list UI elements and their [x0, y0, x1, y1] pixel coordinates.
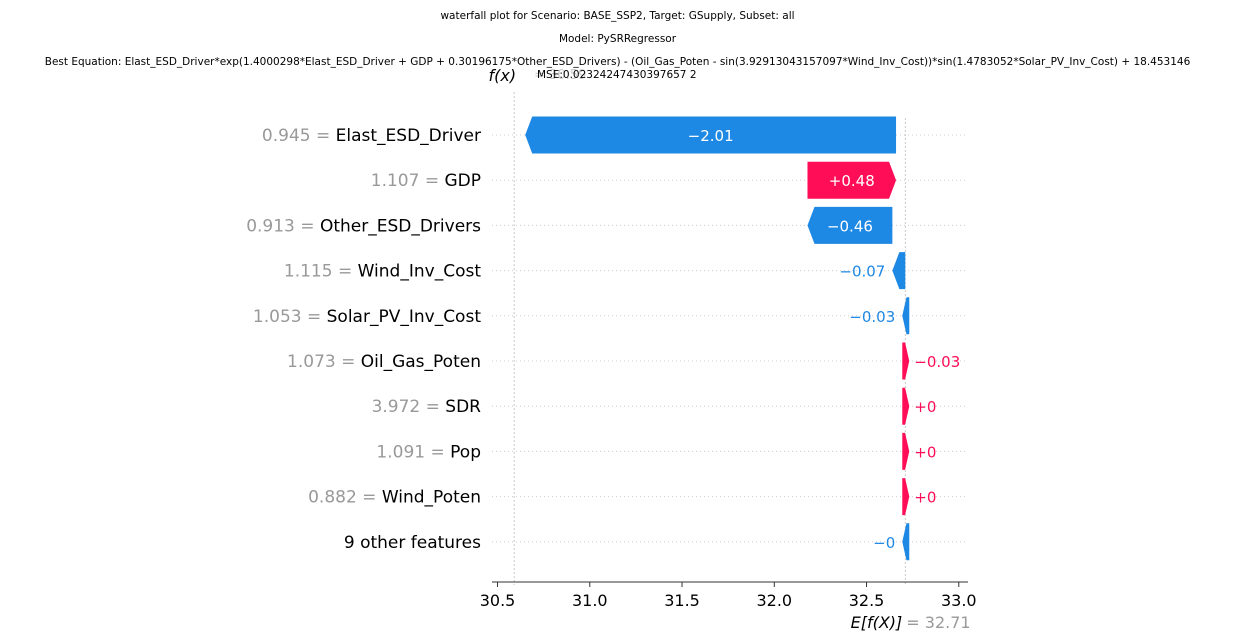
feature-label: 1.107 = GDP: [371, 171, 481, 191]
feature-label: 0.882 = Wind_Poten: [308, 488, 481, 508]
x-tick-label: 31.0: [572, 591, 608, 610]
bar-positive: [902, 387, 910, 425]
x-tick-label: 33.0: [941, 591, 977, 610]
x-tick-label: 30.5: [480, 591, 516, 610]
x-tick-label: 32.0: [756, 591, 792, 610]
x-tick-label: 32.5: [849, 591, 885, 610]
contribution-label: +0: [914, 489, 936, 507]
contribution-label: −0.03: [849, 308, 895, 326]
bar-negative: [807, 206, 893, 244]
feature-label: 1.091 = Pop: [376, 442, 481, 462]
bar-positive: [807, 161, 897, 199]
mse-label: MSE:0.02324247430397657 2: [537, 69, 697, 81]
contribution-label: −0.03: [914, 353, 960, 371]
feature-label: 9 other features: [344, 533, 481, 553]
contribution-label: +0: [914, 398, 936, 416]
equation-label: Best Equation: Elast_ESD_Driver*exp(1.40…: [44, 56, 1191, 68]
bar-positive: [902, 342, 910, 380]
contribution-label: −0: [873, 534, 895, 552]
feature-label: 1.053 = Solar_PV_Inv_Cost: [253, 307, 481, 327]
bar-positive: [902, 478, 910, 516]
prediction-symbol: f(x): [489, 66, 517, 85]
feature-label: 1.073 = Oil_Gas_Poten: [287, 352, 481, 372]
feature-label: 0.945 = Elast_ESD_Driver: [262, 126, 481, 146]
expected-value-symbol: E[f(X)]: [851, 613, 903, 632]
bar-positive: [902, 432, 910, 470]
prediction-value: = 30.59: [534, 68, 586, 83]
contribution-label: −2.01: [688, 127, 734, 145]
bar-negative: [902, 297, 910, 335]
bar-negative: [525, 116, 897, 154]
bar-negative: [902, 523, 910, 561]
contribution-label: +0: [914, 443, 936, 461]
model-label: Model: PySRRegressor: [558, 33, 677, 45]
feature-label: 1.115 = Wind_Inv_Cost: [284, 262, 481, 282]
contribution-label: −0.46: [827, 217, 873, 235]
chart-title: waterfall plot for Scenario: BASE_SSP2, …: [440, 10, 795, 22]
feature-label: 3.972 = SDR: [372, 397, 482, 417]
contribution-label: −0.07: [839, 263, 885, 281]
feature-label: 0.913 = Other_ESD_Drivers: [246, 216, 481, 236]
expected-value-number: = 32.71: [906, 613, 970, 632]
bar-negative: [892, 252, 906, 290]
contribution-label: +0.48: [829, 172, 875, 190]
x-tick-label: 31.5: [664, 591, 700, 610]
